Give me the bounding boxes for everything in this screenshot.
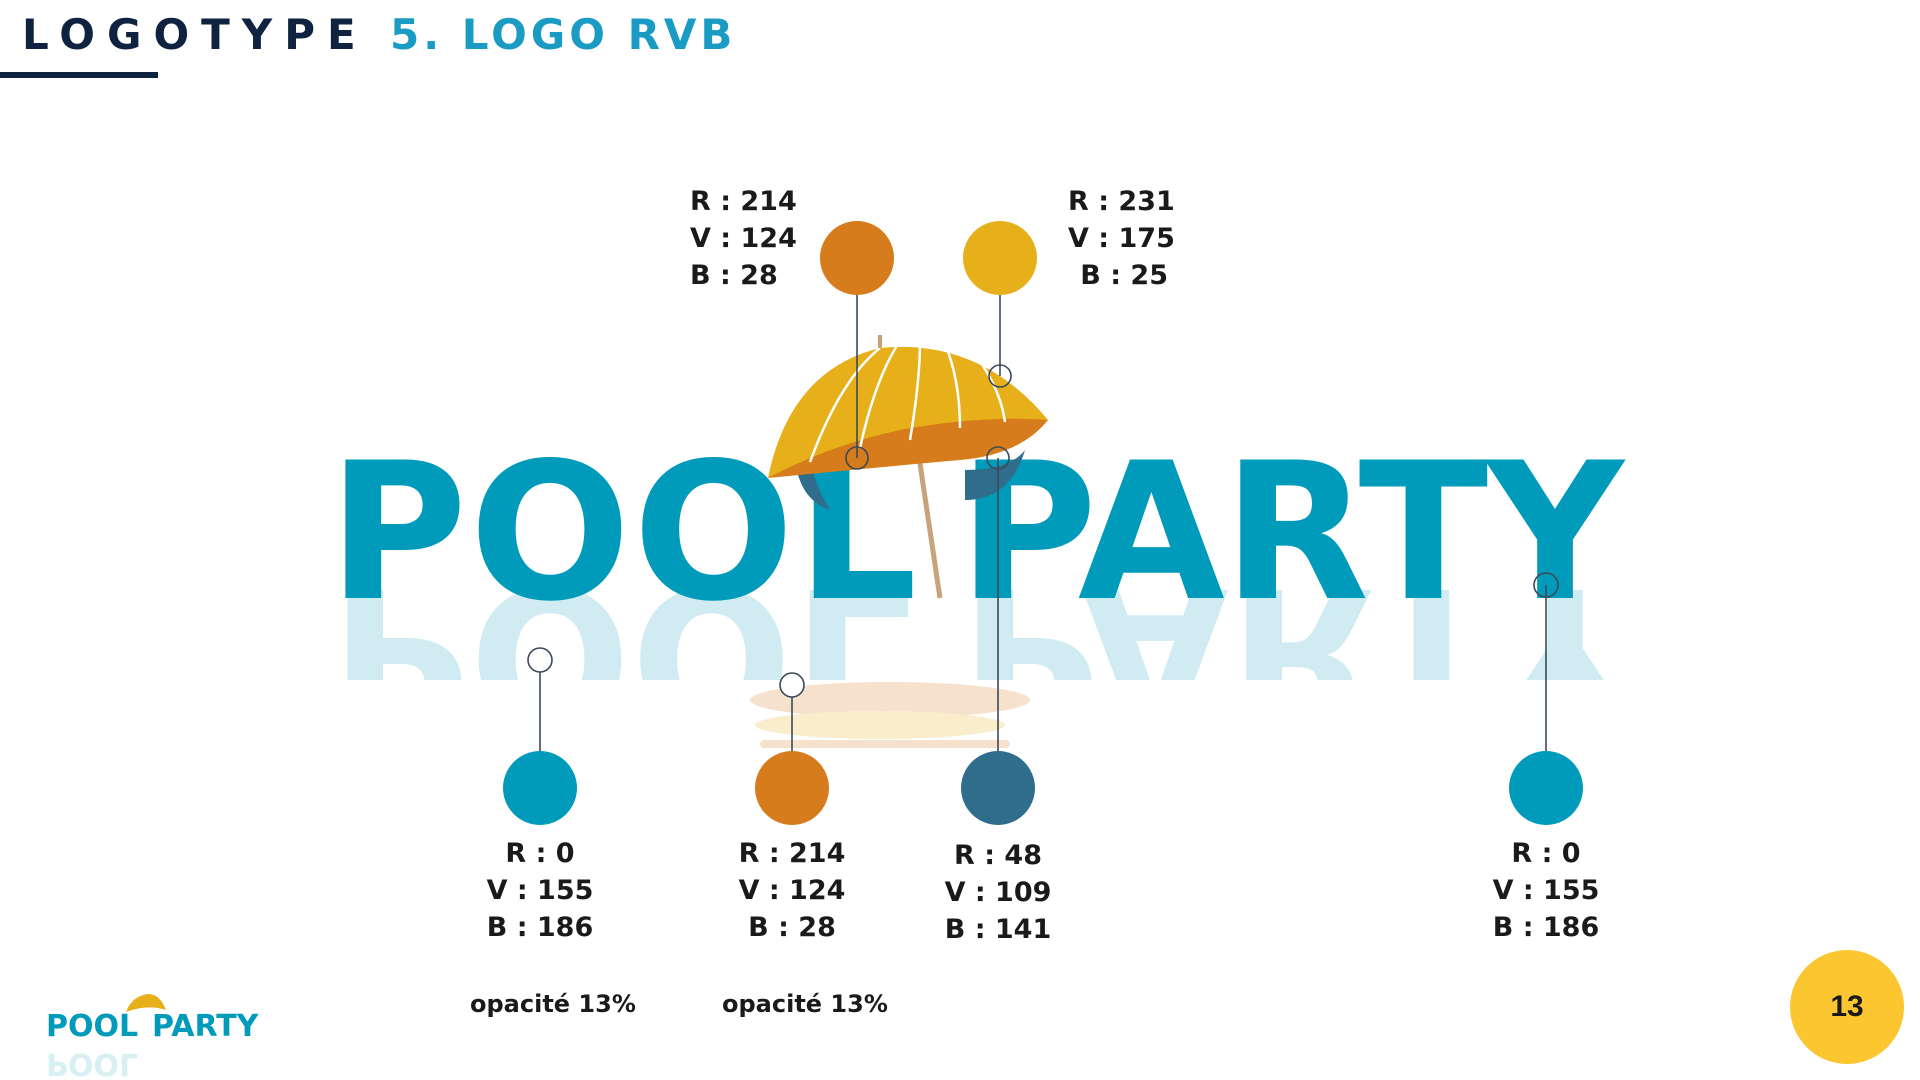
opacity-note-orange: opacité 13%	[722, 990, 888, 1018]
swatch-label-reflection-blue: R : 0 V : 155 B : 186	[486, 838, 594, 943]
umbrella	[768, 335, 1048, 599]
mini-logo-word-1: POOL	[46, 1009, 138, 1044]
opacity-note-blue: opacité 13%	[470, 990, 636, 1018]
swatch-umbrella-top	[963, 221, 1037, 295]
swatch-label-reflection-orange: R : 214 V : 124 B : 28	[738, 838, 846, 943]
logo-reflection: POOL PARTY	[330, 545, 1636, 766]
mini-logo-word-2: PARTY	[152, 1009, 260, 1044]
swatch-umbrella-under	[820, 221, 894, 295]
logo-word-party: PARTY	[958, 422, 1626, 643]
swatch-reflection-orange	[755, 751, 829, 825]
page-number: 13	[1830, 990, 1864, 1023]
swatch-reflection-blue	[503, 751, 577, 825]
page-number-badge: 13	[1790, 950, 1904, 1064]
swatch-text-blue	[1509, 751, 1583, 825]
logo-reflection-text-2: PARTY	[960, 545, 1636, 766]
swatch-label-umbrella-top: R : 231 V : 175 B : 25	[1068, 186, 1175, 291]
swatch-shadow-blue	[961, 751, 1035, 825]
swatch-label-shadow-blue: R : 48 V : 109 B : 141	[944, 840, 1052, 945]
swatch-label-text-blue: R : 0 V : 155 B : 186	[1492, 838, 1600, 943]
callouts	[527, 290, 1559, 752]
header-section-title: LOGOTYPE	[22, 10, 368, 59]
mini-logo-reflection: POOL	[46, 1046, 138, 1080]
swatch-label-umbrella-under: R : 214 V : 124 B : 28	[690, 186, 797, 291]
logo-reflection-text: POOL	[330, 545, 913, 766]
header-underline	[0, 72, 158, 78]
umbrella-reflection	[750, 682, 1030, 748]
header-subtitle: 5. LOGO RVB	[390, 10, 737, 59]
umbrella-shadow-right	[965, 450, 1025, 500]
footer-mini-logo: POOL PARTY POOL	[46, 994, 260, 1080]
